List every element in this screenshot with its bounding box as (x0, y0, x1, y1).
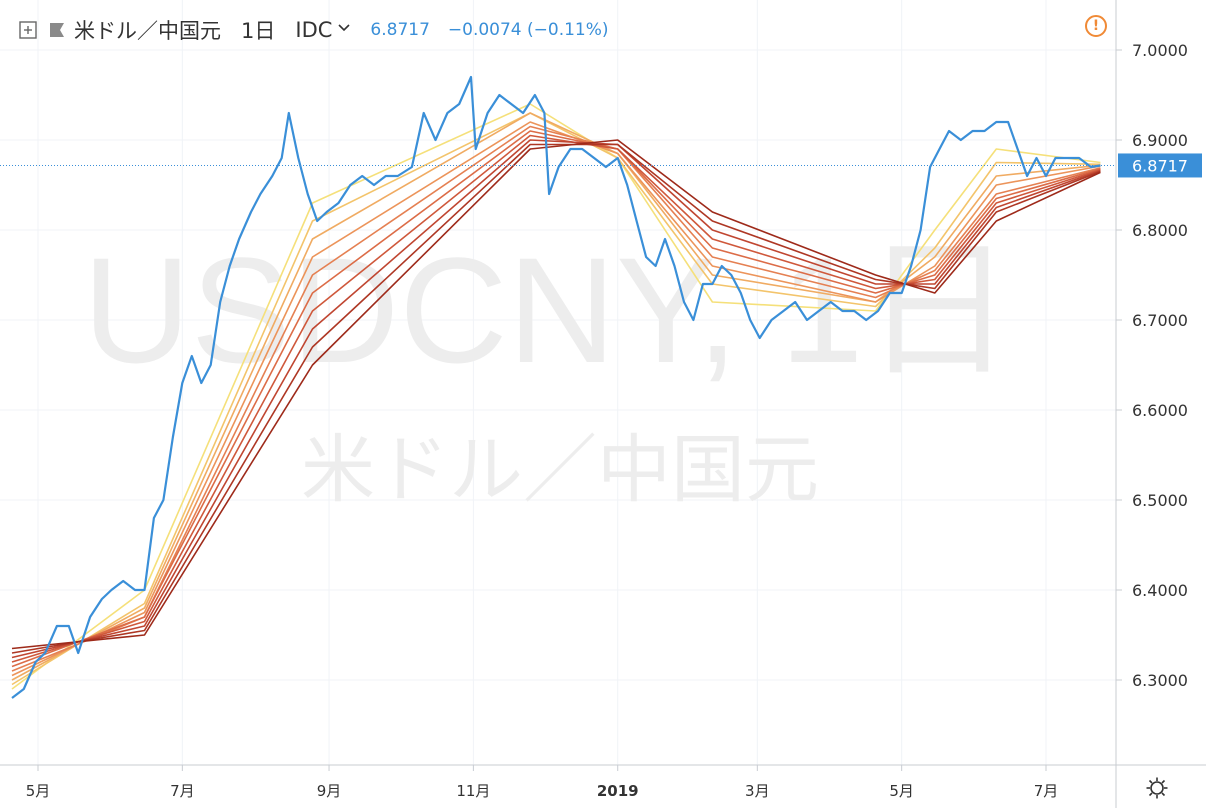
ribbon-series-line (11, 112, 1101, 686)
current-price-badge (1118, 153, 1202, 178)
ribbon-series-group (11, 103, 1101, 690)
y-tick-label: 6.5000 (1132, 491, 1188, 510)
source-dropdown[interactable]: IDC (295, 18, 350, 42)
watermark-ticker: USDCNY, 1日 (83, 226, 1014, 394)
last-value: 6.8717 (370, 20, 430, 40)
y-tick-label: 6.6000 (1132, 401, 1188, 420)
y-tick-label: 6.3000 (1132, 671, 1188, 690)
ribbon-series-line (11, 134, 1101, 663)
chevron-down-icon (338, 21, 350, 36)
gear-icon[interactable] (1145, 776, 1169, 800)
symbol-name[interactable]: 米ドル／中国元 (74, 19, 221, 43)
chart-header: 米ドル／中国元 1日 IDC 6.8717 −0.0074 (−0.11%) (0, 12, 609, 48)
watermark-name: 米ドル／中国元 (301, 427, 819, 513)
timeframe[interactable]: 1日 (241, 19, 276, 43)
ribbon-series-line (11, 125, 1101, 672)
ribbon-series-line (11, 143, 1101, 654)
source-label: IDC (295, 18, 333, 42)
price-change: −0.0074 (−0.11%) (447, 20, 609, 40)
plus-square-icon[interactable] (18, 20, 38, 40)
exclamation-circle-icon[interactable]: ! (1085, 15, 1107, 37)
y-tick-label: 7.0000 (1132, 41, 1188, 60)
flag-icon[interactable] (48, 21, 66, 39)
y-tick-label: 6.9000 (1132, 131, 1188, 150)
ribbon-series-line (11, 130, 1101, 668)
ribbon-series-line (11, 139, 1101, 650)
x-tick-label: 7月 (1034, 782, 1059, 800)
x-tick-label: 5月 (26, 782, 51, 800)
y-tick-label: 6.7000 (1132, 311, 1188, 330)
y-tick-label: 6.8000 (1132, 221, 1188, 240)
ribbon-series-line (11, 121, 1101, 677)
ribbon-series-line (11, 103, 1101, 690)
ribbon-series-line (11, 112, 1101, 681)
x-tick-label: 5月 (889, 782, 914, 800)
y-tick-label: 6.4000 (1132, 581, 1188, 600)
ribbon-series-line (11, 139, 1101, 659)
current-price-label: 6.8717 (1132, 156, 1188, 175)
x-tick-label: 9月 (317, 782, 342, 800)
x-tick-label: 7月 (170, 782, 195, 800)
x-tick-label: 2019 (597, 782, 639, 800)
x-tick-label: 11月 (456, 782, 490, 800)
x-tick-label: 3月 (745, 782, 770, 800)
price-series-group (11, 75, 1101, 699)
price-series-line (11, 75, 1101, 699)
